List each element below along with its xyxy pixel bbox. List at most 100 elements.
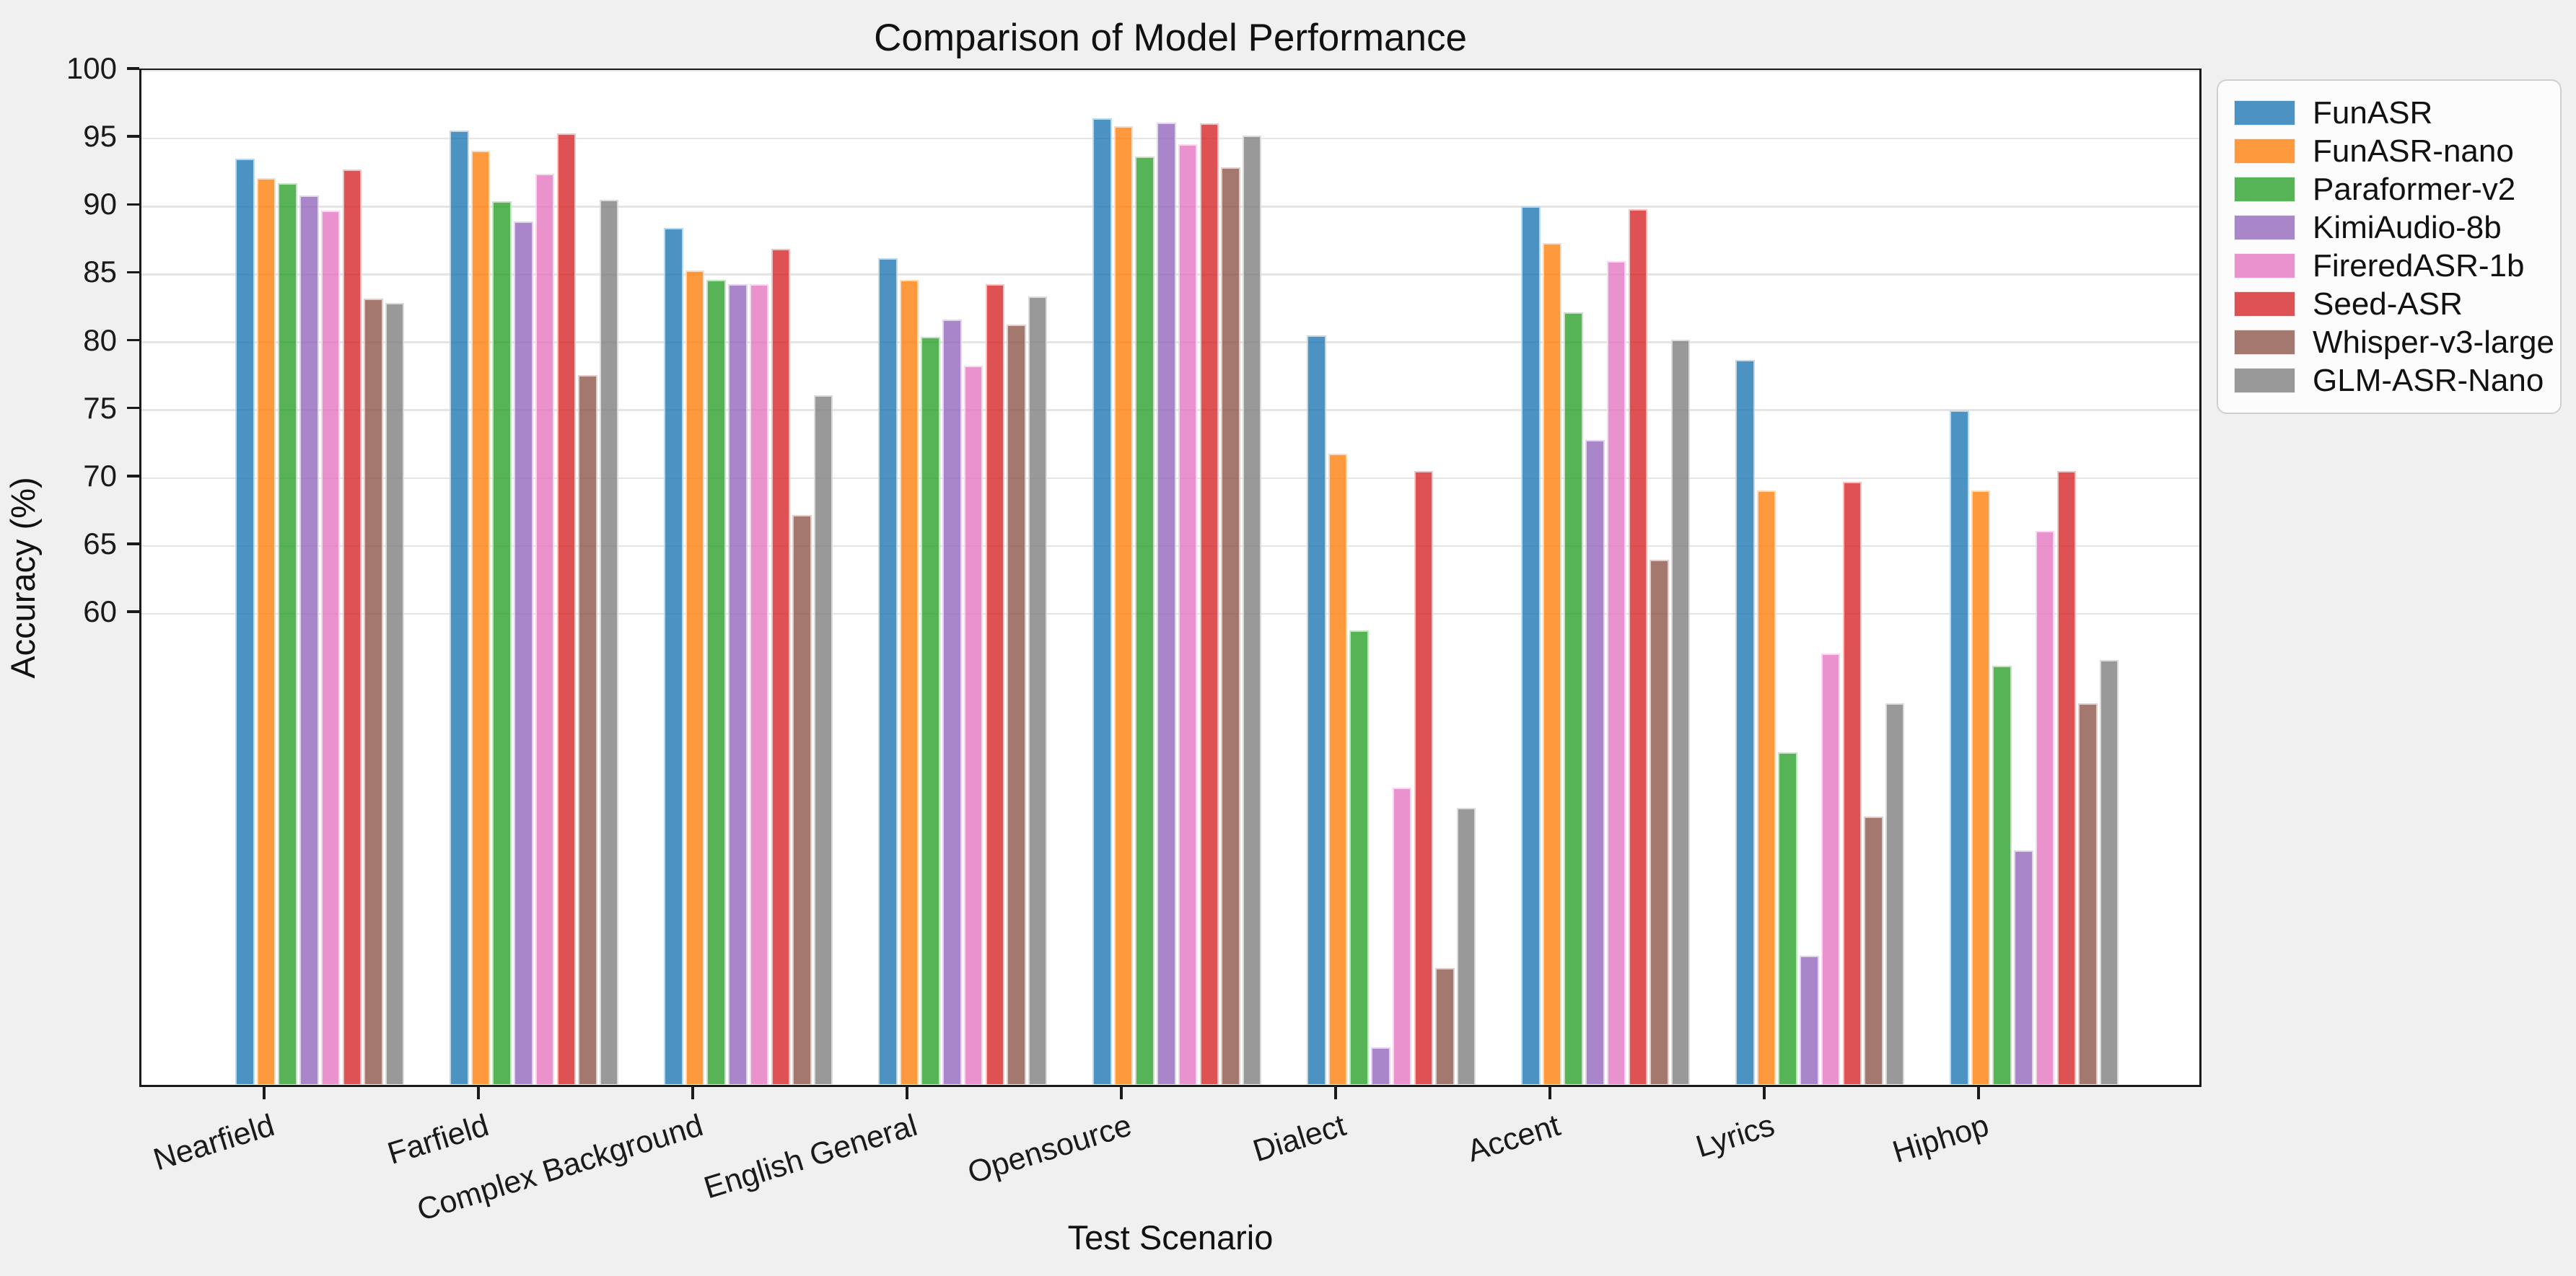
bar-FunASR-nano-Accent <box>1542 243 1562 1084</box>
bar-Seed-ASR-Accent <box>1628 209 1648 1084</box>
legend-swatch-icon <box>2234 215 2295 240</box>
legend-item-FunASR-nano: FunASR-nano <box>2234 132 2546 170</box>
legend-item-FireredASR-1b: FireredASR-1b <box>2234 247 2546 285</box>
bar-FunASR-Hiphop <box>1950 410 1969 1084</box>
bar-KimiAudio-8b-Accent <box>1585 440 1605 1084</box>
y-tick-label-85: 85 <box>83 255 117 289</box>
legend-swatch-icon <box>2234 177 2295 202</box>
legend-item-KimiAudio-8b: KimiAudio-8b <box>2234 208 2546 247</box>
bar-GLM-ASR-Nano-Accent <box>1670 339 1691 1084</box>
bar-KimiAudio-8b-Nearfield <box>299 195 319 1084</box>
y-tick-label-100: 100 <box>66 51 117 85</box>
x-tick-mark-Farfield <box>477 1087 480 1099</box>
legend-swatch-icon <box>2234 100 2295 126</box>
bar-FireredASR-1b-Dialect <box>1392 788 1412 1084</box>
bar-Paraformer-v2-Dialect <box>1349 630 1369 1084</box>
bar-Whisper-v3-large-Complex Background <box>792 514 812 1084</box>
bar-Whisper-v3-large-Hiphop <box>2078 703 2098 1084</box>
x-tick-mark-Complex Background <box>691 1087 694 1099</box>
legend-item-FunASR: FunASR <box>2234 94 2546 132</box>
bar-Whisper-v3-large-English General <box>1007 325 1026 1084</box>
bar-Paraformer-v2-Nearfield <box>278 183 297 1084</box>
bar-Paraformer-v2-Hiphop <box>1992 665 2012 1084</box>
bar-Whisper-v3-large-Dialect <box>1435 968 1455 1084</box>
bar-Seed-ASR-Hiphop <box>2056 471 2077 1084</box>
bar-Paraformer-v2-English General <box>921 337 940 1084</box>
bar-KimiAudio-8b-Opensource <box>1157 122 1176 1084</box>
y-tick-label-90: 90 <box>83 187 117 221</box>
bar-Paraformer-v2-Complex Background <box>706 279 726 1084</box>
bar-Paraformer-v2-Accent <box>1564 312 1583 1084</box>
bar-Paraformer-v2-Farfield <box>492 201 512 1084</box>
bar-GLM-ASR-Nano-English General <box>1028 296 1048 1084</box>
legend-swatch-icon <box>2234 138 2295 164</box>
bar-Seed-ASR-Opensource <box>1199 123 1219 1084</box>
legend-label: KimiAudio-8b <box>2313 209 2502 245</box>
bar-FunASR-nano-Nearfield <box>256 177 276 1084</box>
bar-Whisper-v3-large-Opensource <box>1221 167 1240 1084</box>
bar-GLM-ASR-Nano-Complex Background <box>813 395 833 1084</box>
legend-label: GLM-ASR-Nano <box>2313 362 2544 398</box>
bar-FunASR-Lyrics <box>1735 360 1755 1084</box>
bar-FunASR-Accent <box>1521 206 1541 1084</box>
bar-FunASR-nano-English General <box>899 279 919 1084</box>
x-tick-mark-English General <box>906 1087 908 1099</box>
bar-Seed-ASR-Complex Background <box>771 248 791 1084</box>
legend: FunASR FunASR-nano Paraformer-v2 KimiAudio-… <box>2217 79 2562 414</box>
bar-FunASR-nano-Lyrics <box>1756 490 1777 1084</box>
bar-FunASR-English General <box>878 258 898 1084</box>
bar-FunASR-Dialect <box>1307 335 1326 1084</box>
chart-title: Comparison of Model Performance <box>874 17 1467 59</box>
bar-Whisper-v3-large-Farfield <box>578 374 597 1084</box>
bar-FireredASR-1b-Opensource <box>1178 144 1198 1084</box>
bar-Whisper-v3-large-Nearfield <box>364 299 383 1084</box>
y-axis-label: Accuracy (%) <box>4 477 42 679</box>
bar-GLM-ASR-Nano-Lyrics <box>1885 703 1905 1084</box>
bar-Paraformer-v2-Lyrics <box>1778 752 1797 1084</box>
y-tick-label-80: 80 <box>83 322 117 357</box>
bar-FunASR-Opensource <box>1092 118 1112 1084</box>
y-tick-mark-60 <box>127 610 139 613</box>
bar-Seed-ASR-Dialect <box>1414 471 1434 1084</box>
legend-label: FireredASR-1b <box>2313 247 2525 283</box>
legend-label: FunASR <box>2313 94 2433 131</box>
legend-swatch-icon <box>2234 253 2295 278</box>
bar-FunASR-nano-Dialect <box>1328 453 1348 1084</box>
bar-FunASR-nano-Complex Background <box>685 270 705 1084</box>
bar-Seed-ASR-Lyrics <box>1842 482 1862 1084</box>
bar-Paraformer-v2-Opensource <box>1135 156 1155 1084</box>
legend-label: FunASR-nano <box>2313 133 2514 169</box>
bar-Seed-ASR-Nearfield <box>342 170 362 1084</box>
y-tick-mark-75 <box>127 406 139 410</box>
y-tick-label-70: 70 <box>83 458 117 493</box>
bar-FireredASR-1b-Accent <box>1606 260 1626 1084</box>
x-tick-mark-Accent <box>1548 1087 1551 1099</box>
legend-swatch-icon <box>2234 368 2295 393</box>
y-tick-mark-85 <box>127 270 139 274</box>
x-tick-mark-Dialect <box>1334 1087 1337 1099</box>
bar-FunASR-Complex Background <box>664 228 683 1084</box>
bar-GLM-ASR-Nano-Farfield <box>599 199 619 1084</box>
bar-GLM-ASR-Nano-Hiphop <box>2099 660 2119 1084</box>
x-tick-mark-Lyrics <box>1763 1087 1766 1099</box>
bar-GLM-ASR-Nano-Dialect <box>1456 808 1476 1084</box>
bar-FunASR-nano-Farfield <box>470 151 491 1084</box>
plot-area <box>139 69 2202 1087</box>
x-tick-mark-Hiphop <box>1977 1087 1980 1099</box>
legend-label: Paraformer-v2 <box>2313 171 2516 207</box>
bar-FireredASR-1b-Hiphop <box>2035 531 2055 1084</box>
legend-item-Seed-ASR: Seed-ASR <box>2234 285 2546 323</box>
bar-Whisper-v3-large-Accent <box>1650 559 1669 1084</box>
bar-FireredASR-1b-Lyrics <box>1821 653 1841 1084</box>
bar-KimiAudio-8b-Dialect <box>1371 1047 1390 1084</box>
y-tick-mark-65 <box>127 542 139 545</box>
legend-item-Paraformer-v2: Paraformer-v2 <box>2234 170 2546 208</box>
x-axis-label: Test Scenario <box>1067 1218 1274 1257</box>
bar-FunASR-nano-Hiphop <box>1971 490 1991 1084</box>
bar-KimiAudio-8b-Complex Background <box>728 283 748 1084</box>
bar-KimiAudio-8b-Farfield <box>514 221 533 1084</box>
legend-swatch-icon <box>2234 330 2295 355</box>
gridline-y-100 <box>141 69 2199 72</box>
legend-label: Seed-ASR <box>2313 286 2463 322</box>
